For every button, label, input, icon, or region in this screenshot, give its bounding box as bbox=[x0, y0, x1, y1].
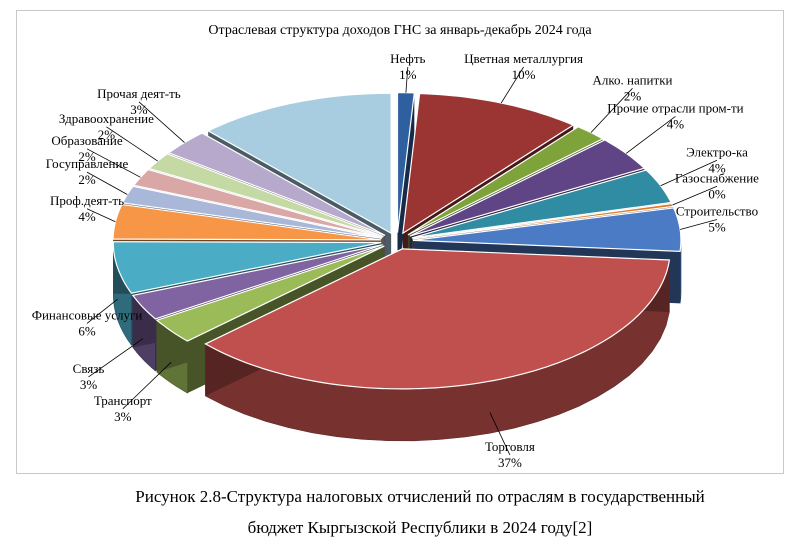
slice-12-value-label: 2% bbox=[78, 172, 96, 187]
slice-unlabeled-16 bbox=[206, 92, 392, 235]
slice-11-value-label: 4% bbox=[78, 209, 96, 224]
slice-1-value-label: 10% bbox=[512, 67, 536, 82]
slice-3-label: Прочие отрасли пром-ти bbox=[607, 100, 743, 115]
slice-8-leader bbox=[122, 361, 172, 410]
slice-10-label: Финансовые услуги bbox=[32, 307, 143, 322]
slice-5-label: Газоснабжение bbox=[675, 170, 759, 185]
slice-2-value-label: 2% bbox=[624, 88, 642, 103]
slice-7-leader bbox=[489, 412, 511, 456]
figure-caption-line-2: бюджет Кыргызской Республики в 2024 году… bbox=[247, 518, 593, 537]
slice-0-value-label: 1% bbox=[399, 67, 417, 82]
slice-14-label: Здравоохранение bbox=[59, 111, 154, 126]
slice-1-label: Цветная металлургия bbox=[464, 51, 583, 66]
slice-7-value-label: 37% bbox=[498, 455, 522, 470]
slice-3-value-label: 4% bbox=[667, 116, 685, 131]
slice-0-edge-1 bbox=[397, 92, 415, 285]
slice-8-label: Транспорт bbox=[94, 393, 152, 408]
slice-13-leader bbox=[86, 148, 141, 178]
slice-0-leader bbox=[405, 66, 409, 93]
slice-8 bbox=[155, 245, 385, 342]
slice-3-leader bbox=[625, 116, 676, 154]
slice-11-leader bbox=[86, 208, 116, 223]
slice-0-label: Нефть bbox=[390, 51, 425, 66]
chart-area: Отраслевая структура доходов ГНС за янва… bbox=[16, 10, 784, 474]
slice-9-value-label: 3% bbox=[80, 377, 98, 392]
slice-10-value-label: 6% bbox=[78, 323, 96, 338]
slice-10 bbox=[112, 241, 382, 294]
slice-10-leader bbox=[86, 298, 118, 324]
slice-11-label: Проф.деят-ть bbox=[50, 193, 124, 208]
chart-title: Отраслевая структура доходов ГНС за янва… bbox=[208, 23, 592, 38]
slice-15-label: Прочая деят-ть bbox=[97, 86, 181, 101]
slice-2-label: Алко. напитки bbox=[593, 72, 673, 87]
slice-5-leader bbox=[672, 185, 718, 206]
slice-14-value-label: 2% bbox=[98, 127, 116, 142]
slice-6-label: Строительство bbox=[676, 204, 758, 219]
slice-6-leader bbox=[679, 219, 718, 230]
slice-7-label: Торговля bbox=[485, 439, 535, 454]
slice-2 bbox=[407, 126, 605, 236]
slice-13-label: Образование bbox=[51, 133, 122, 148]
slice-4-label: Электро-ка bbox=[686, 144, 748, 159]
slice-9-label: Связь bbox=[73, 361, 105, 376]
slice-6-value-label: 5% bbox=[708, 220, 726, 235]
figure-caption-line-1: Рисунок 2.8-Структура налоговых отчислен… bbox=[135, 487, 705, 506]
slice-4-value-label: 4% bbox=[708, 160, 726, 175]
slice-5-value-label: 0% bbox=[708, 186, 726, 201]
slice-1-leader bbox=[500, 66, 524, 104]
slice-15-leader bbox=[138, 101, 185, 143]
slice-12-leader bbox=[86, 171, 128, 195]
slice-7 bbox=[204, 248, 671, 390]
slice-2-leader bbox=[590, 88, 633, 133]
slice-8-value-label: 3% bbox=[114, 409, 132, 424]
slice-15-value-label: 3% bbox=[130, 102, 148, 117]
slice-9-leader bbox=[88, 338, 144, 378]
pie-top-faces bbox=[112, 91, 682, 390]
slice-14-leader bbox=[106, 126, 158, 162]
slice-13-value-label: 2% bbox=[78, 149, 96, 164]
slice-9 bbox=[131, 244, 383, 320]
slice-4-leader bbox=[660, 159, 718, 187]
